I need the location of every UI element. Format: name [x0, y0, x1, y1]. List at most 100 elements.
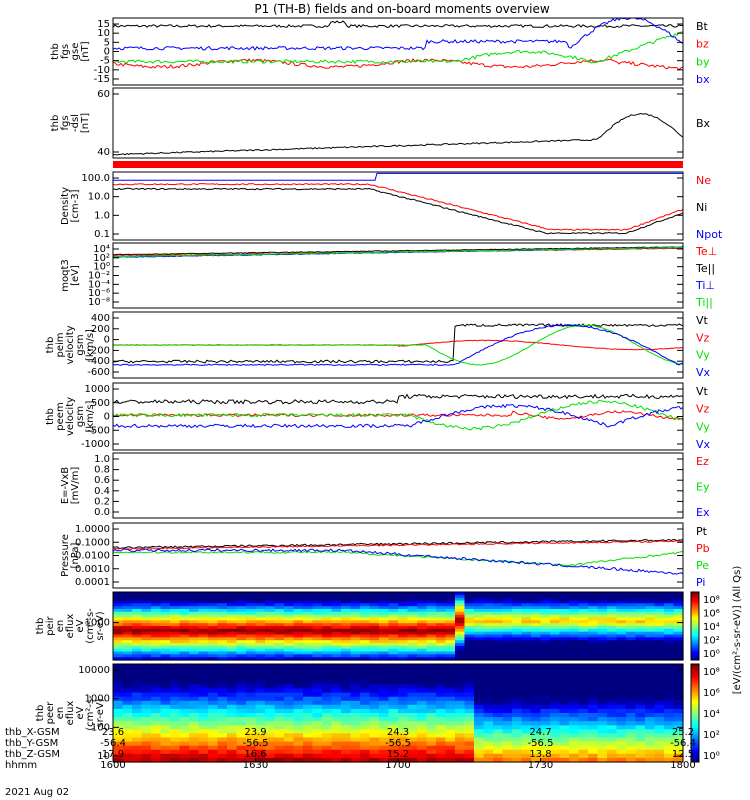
y-axis-label-line: (cm²-s-	[85, 695, 96, 731]
y-tick-label: 400	[91, 313, 110, 324]
colorbar-2	[690, 663, 700, 763]
npot-trace	[113, 172, 683, 181]
y-axis-label-line: Pressure	[60, 534, 71, 577]
y-tick-label: 1.0	[94, 454, 110, 465]
vx-peim-trace	[112, 324, 684, 366]
y-axis-label-line: peir	[45, 615, 56, 635]
colorbar-tick: 10²	[703, 636, 720, 647]
y-axis-label-temp: moqt3 [eV]	[60, 259, 81, 292]
panel-frame-efield	[112, 452, 684, 519]
y-tick-label: 0	[104, 412, 110, 423]
y-tick-label: -1000	[81, 439, 110, 450]
y-tick-label: 1.0000	[75, 524, 110, 535]
y-tick-label: 10000	[78, 665, 110, 676]
x-tick-value: 1600	[100, 760, 125, 771]
legend-bx: bx	[696, 73, 710, 86]
ne-trace	[113, 183, 684, 231]
legend-ez: Ez	[696, 455, 709, 468]
y-tick-label: 10	[97, 751, 110, 762]
legend-pi: Pi	[696, 576, 705, 589]
y-axis-label-line: [nT]	[80, 41, 91, 61]
x-tick-value: 1800	[670, 760, 695, 771]
vz-peem-trace	[112, 410, 684, 420]
y-axis-label-efield: E=-VxB [mV/m]	[60, 467, 81, 505]
x-tick-value: 24.7	[529, 727, 551, 738]
colorbar-1	[690, 591, 700, 661]
y-tick-label: -500	[87, 425, 110, 436]
y-axis-label-line: sr-eV)	[95, 698, 106, 727]
y-tick-label: 100.0	[81, 173, 110, 184]
x-tick-value: 13.8	[529, 749, 551, 760]
y-tick-label: 500	[91, 398, 110, 409]
x-tick-value: 23.6	[102, 727, 124, 738]
y-tick-label: 10⁴	[93, 244, 110, 255]
y-axis-label-line: thb	[50, 43, 61, 60]
bx-dsl-trace	[112, 112, 684, 156]
x-row-label: hhmm	[5, 760, 37, 771]
legend-ti⊥: Ti⊥	[695, 279, 715, 292]
y-tick-label: 0	[104, 335, 110, 346]
y-axis-label-line: peer	[45, 701, 56, 725]
ni-trace	[113, 187, 684, 235]
legend-ex: Ex	[696, 506, 710, 519]
y-tick-label: -15	[94, 74, 110, 85]
y-axis-label-line: thb	[45, 337, 56, 354]
y-axis-label-line: thb	[35, 618, 46, 635]
legend-vx: Vx	[696, 366, 711, 379]
ti-par-trace	[112, 246, 684, 258]
vx-peem-trace	[112, 403, 684, 429]
legend-ey: Ey	[696, 481, 710, 494]
pt-trace	[112, 538, 684, 549]
x-tick-value: 23.9	[244, 727, 266, 738]
y-axis-label-line: thb	[50, 115, 61, 132]
y-axis-label-line: (cm²-s-	[85, 608, 96, 644]
y-tick-label: 15	[97, 19, 110, 30]
colorbar-label: [eV/(cm²-s-sr-eV)] (All Qs)	[732, 566, 743, 695]
x-tick-value: -56.4	[100, 738, 126, 749]
x-row-label: thb_Y-GSM	[5, 738, 58, 749]
y-axis-label-line: gsm	[75, 406, 86, 427]
y-axis-label-fgs_dsl: thb fgs -dsl [nT]	[50, 113, 91, 133]
legend-pb: Pb	[696, 542, 710, 555]
vt-peem-trace	[112, 393, 684, 405]
y-axis-label-line: thb	[45, 408, 56, 425]
legend-vy: Vy	[696, 420, 710, 433]
y-axis-label-line: sr-eV)	[95, 611, 106, 640]
legend-vz: Vz	[696, 331, 710, 344]
y-axis-label-line: fgs	[60, 44, 71, 59]
vt-peim-trace	[112, 323, 684, 364]
y-axis-label-line: E=-VxB	[60, 467, 71, 504]
y-axis-label-line: gsm	[75, 334, 86, 355]
y-tick-label: 0	[104, 47, 110, 58]
legend-bz: bz	[696, 38, 709, 51]
y-axis-label-line: [eV]	[70, 265, 81, 286]
vy-peim-trace	[112, 324, 684, 366]
y-axis-label-peir: thb peir en eflux eV (cm²-s-sr-eV)	[35, 608, 106, 644]
x-row-label: thb_Z-GSM	[5, 749, 60, 760]
y-axis-label-peer: thb peer en eflux eV (cm²-s-sr-eV)	[35, 695, 106, 731]
y-tick-label: 0.1000	[75, 537, 110, 548]
y-tick-label: 10⁻²	[88, 271, 110, 282]
legend-ti||: Ti||	[695, 296, 713, 309]
y-tick-label: -200	[87, 345, 110, 356]
y-axis-label-line: eV	[75, 619, 86, 632]
colorbar-tick: 10⁸	[703, 667, 720, 678]
y-tick-label: 0.1	[94, 229, 110, 240]
peer-spectrogram	[113, 664, 684, 763]
y-tick-label: 10.0	[88, 192, 110, 203]
y-tick-label: 0.0	[94, 507, 110, 518]
y-tick-label: 5	[104, 37, 110, 48]
y-axis-label-line: [nPa]	[70, 542, 81, 568]
te-par-trace	[112, 246, 684, 256]
y-axis-label-pressure: Pressure [nPa]	[60, 534, 81, 577]
y-axis-label-line: peem	[55, 402, 66, 430]
legend-ni: Ni	[696, 201, 707, 214]
y-axis-label-line: [mV/m]	[70, 467, 81, 505]
x-tick-value: -56.4	[670, 738, 696, 749]
y-axis-label-line: velocity	[65, 325, 76, 364]
x-tick-value: 17.9	[102, 749, 124, 760]
colorbars: 10⁸ 10⁶ 10⁴ 10² 10⁰ 10⁸ 10⁶ 10⁴ 10² 10⁰ [eV/(cm²-s…	[690, 566, 743, 763]
y-axis-label-line: [nT]	[80, 113, 91, 133]
y-tick-label: 1000	[85, 618, 110, 629]
x-tick-value: 24.3	[387, 727, 409, 738]
